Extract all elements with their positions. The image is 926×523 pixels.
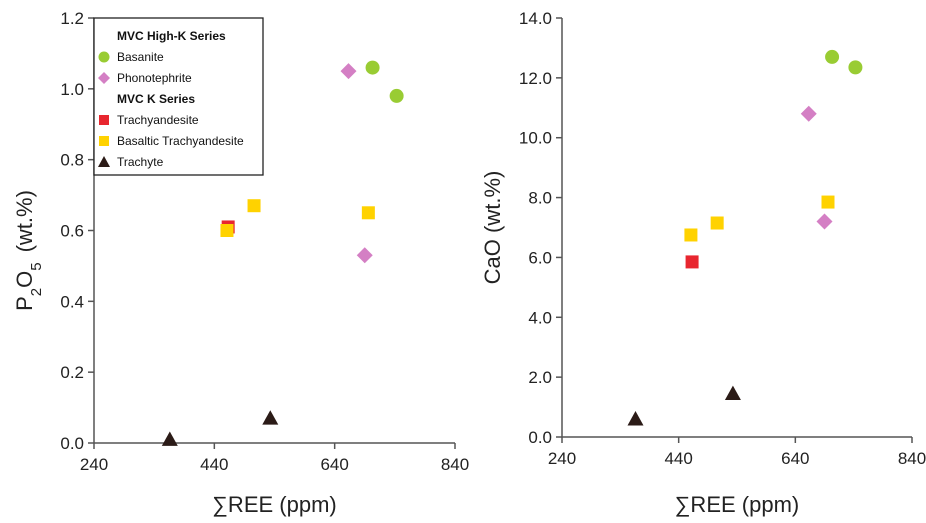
x-tick-label: 240 (80, 455, 108, 474)
data-point (220, 224, 234, 237)
legend-marker-shape (99, 115, 109, 125)
y-tick-label: 1.0 (60, 80, 84, 99)
y-tick-label: 0.0 (528, 428, 552, 447)
data-point (262, 410, 279, 425)
y-tick-label: 0.2 (60, 363, 84, 382)
data-point (685, 255, 699, 269)
data-point (684, 228, 698, 242)
legend-heading: MVC High-K Series (117, 29, 226, 43)
y-tick-label: 4.0 (528, 308, 552, 327)
x-tick-label: 440 (664, 449, 692, 468)
y-tick-label: 12.0 (519, 69, 552, 88)
x-axis-label: ∑REE (ppm) (675, 492, 799, 517)
x-tick-label: 640 (781, 449, 809, 468)
data-point (247, 199, 261, 213)
data-point (821, 195, 835, 209)
x-tick-label: 240 (548, 449, 576, 468)
legend-box (93, 17, 264, 176)
legend-entry: Phonotephrite (117, 71, 192, 85)
legend-marker-shape (98, 51, 110, 63)
legend-marker (99, 115, 109, 125)
data-point (365, 60, 380, 75)
y-tick-label: 0.6 (60, 222, 84, 241)
y-axis-label: P2O5(wt.%) (12, 190, 45, 311)
x-tick-label: 440 (200, 455, 228, 474)
data-point (816, 213, 833, 230)
legend-entry: Trachyte (117, 155, 164, 169)
y-tick-label: 0.8 (60, 151, 84, 170)
legend-marker (99, 136, 109, 146)
data-point (848, 60, 863, 75)
legend-entry: Basanite (117, 50, 164, 64)
legend-marker (98, 156, 110, 167)
y-tick-label: 0.0 (60, 434, 84, 453)
x-axis-label: ∑REE (ppm) (212, 492, 336, 517)
y-tick-label: 8.0 (528, 189, 552, 208)
legend-marker-shape (98, 72, 110, 84)
data-point (356, 247, 373, 264)
y-axis-label: CaO (wt.%) (480, 171, 505, 285)
x-tick-label: 840 (898, 449, 926, 468)
data-point (724, 385, 741, 401)
data-point (825, 49, 840, 64)
data-point (627, 411, 644, 426)
y-tick-label: 14.0 (519, 9, 552, 28)
y-tick-label: 1.2 (60, 9, 84, 28)
y-tick-label: 0.4 (60, 292, 84, 311)
x-tick-label: 840 (441, 455, 469, 474)
legend-marker (98, 72, 110, 84)
y-tick-label: 10.0 (519, 129, 552, 148)
chart-right: 0.0 2.0 4.0 6.0 8.0 10.0 12.0 14.0 240 440 640 840 ∑… (480, 9, 926, 517)
y-tick-label: 2.0 (528, 368, 552, 387)
data-point (161, 431, 178, 446)
legend-marker (98, 51, 110, 63)
data-point (800, 105, 817, 122)
data-point (389, 88, 404, 103)
legend-marker-shape (99, 136, 109, 146)
legend-entry: Trachyandesite (117, 113, 199, 127)
data-point (710, 216, 724, 230)
data-point (361, 206, 375, 220)
data-point (340, 63, 357, 80)
legend-heading: MVC K Series (117, 92, 195, 106)
chart-left: 0.0 0.2 0.4 0.6 0.8 1.0 1.2 240 440 640 840 ∑REE (p… (12, 9, 469, 517)
x-tick-label: 640 (320, 455, 348, 474)
legend-marker-shape (98, 156, 110, 167)
y-tick-label: 6.0 (528, 248, 552, 267)
legend: MVC High-K Series Basanite Phonotephrite MV… (93, 17, 264, 176)
legend-entry: Basaltic Trachyandesite (117, 134, 244, 148)
